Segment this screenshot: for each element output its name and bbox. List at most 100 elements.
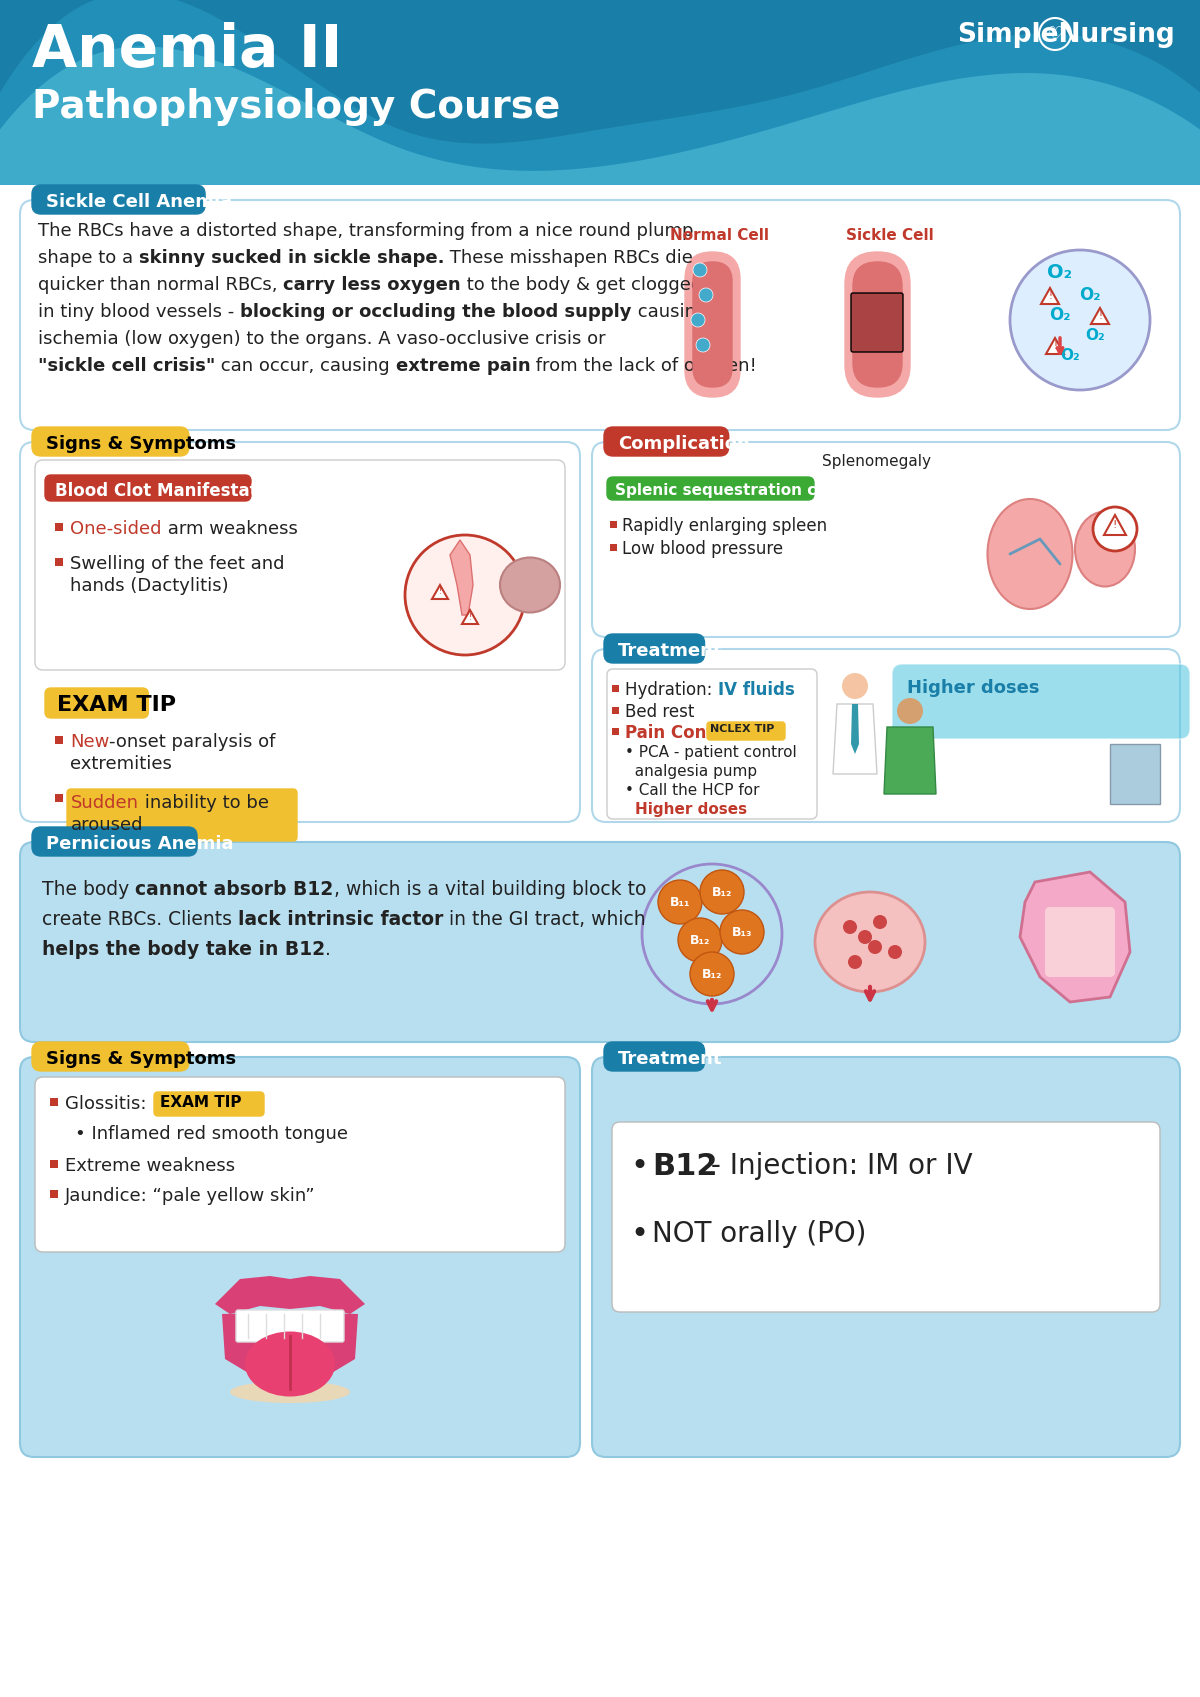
FancyBboxPatch shape [604,1042,704,1071]
Text: B₁₂: B₁₂ [712,886,732,898]
Ellipse shape [245,1332,335,1397]
Ellipse shape [230,1381,350,1403]
FancyBboxPatch shape [35,460,565,670]
Text: - Injection: IM or IV: - Injection: IM or IV [702,1152,973,1179]
FancyBboxPatch shape [1045,906,1115,977]
FancyBboxPatch shape [20,1057,580,1458]
Text: Splenomegaly: Splenomegaly [822,455,931,468]
Polygon shape [462,609,478,624]
FancyBboxPatch shape [694,261,732,387]
Polygon shape [432,585,448,599]
Ellipse shape [988,499,1073,609]
FancyBboxPatch shape [32,428,188,456]
Text: helps the body take in B12: helps the body take in B12 [42,940,325,959]
Bar [50,1190,58,1198]
Text: O₂: O₂ [1048,263,1073,282]
Bar [55,794,64,803]
Polygon shape [851,704,859,753]
FancyBboxPatch shape [32,826,197,855]
Text: blocking or occluding the blood supply: blocking or occluding the blood supply [240,304,631,321]
Bar [50,1161,58,1168]
Bar [612,686,619,692]
Text: One-sided: One-sided [70,519,162,538]
Polygon shape [222,1312,358,1380]
Text: NOT orally (PO): NOT orally (PO) [652,1220,866,1247]
FancyBboxPatch shape [851,294,904,351]
Text: B₁₂: B₁₂ [702,967,722,981]
Text: Treatment: Treatment [618,1050,722,1067]
Text: !: ! [1054,341,1057,351]
Text: The RBCs have a distorted shape, transforming from a nice round plump: The RBCs have a distorted shape, transfo… [38,222,694,239]
Text: New: New [70,733,109,752]
Text: create RBCs. Clients: create RBCs. Clients [42,910,238,928]
Circle shape [848,955,862,969]
Text: Jaundice: “pale yellow skin”: Jaundice: “pale yellow skin” [65,1186,316,1205]
Text: to the body & get clogged: to the body & get clogged [461,277,702,294]
FancyBboxPatch shape [592,1057,1180,1458]
Polygon shape [450,540,473,614]
Text: O₂: O₂ [1049,305,1070,324]
Circle shape [700,871,744,915]
Text: •: • [630,1152,648,1181]
Text: Treatment: Treatment [618,641,722,660]
Text: Low blood pressure: Low blood pressure [622,540,784,558]
FancyBboxPatch shape [607,669,817,820]
FancyBboxPatch shape [32,1042,188,1071]
FancyBboxPatch shape [845,251,910,397]
Text: !: ! [1048,290,1052,300]
FancyBboxPatch shape [612,1122,1160,1312]
FancyBboxPatch shape [236,1310,344,1342]
FancyBboxPatch shape [604,428,728,456]
Text: hands (Dactylitis): hands (Dactylitis) [70,577,229,596]
Text: !: ! [1098,311,1102,321]
Text: analgesia pump: analgesia pump [625,764,757,779]
Text: ischemia (low oxygen) to the organs. A vaso-occlusive crisis or: ischemia (low oxygen) to the organs. A v… [38,329,606,348]
Text: B₁₃: B₁₃ [732,925,752,938]
Polygon shape [1091,307,1109,324]
Circle shape [868,940,882,954]
Text: -onset paralysis of: -onset paralysis of [109,733,276,752]
Text: causing: causing [631,304,707,321]
Text: "sickle cell crisis": "sickle cell crisis" [38,356,215,375]
Bar [55,523,64,531]
Text: Sickle Cell Anemia: Sickle Cell Anemia [46,193,232,210]
Bar [0,0,1200,185]
Circle shape [698,288,713,302]
Circle shape [720,910,764,954]
Text: •: • [630,1220,648,1249]
FancyBboxPatch shape [892,664,1190,738]
Text: extremities: extremities [70,755,172,774]
Circle shape [694,263,707,277]
Circle shape [690,952,734,996]
Text: Glossitis:: Glossitis: [65,1095,158,1113]
FancyBboxPatch shape [607,477,814,501]
Text: carry less oxygen: carry less oxygen [283,277,461,294]
Circle shape [678,918,722,962]
Text: B₁₁: B₁₁ [670,896,690,908]
FancyBboxPatch shape [35,1078,565,1252]
Text: ♡: ♡ [1046,24,1063,44]
Text: from the lack of oxygen!: from the lack of oxygen! [530,356,757,375]
Text: Pain Control: Pain Control [625,725,745,742]
Text: extreme pain: extreme pain [396,356,530,375]
Text: Complication: Complication [618,434,750,453]
Text: Rapidly enlarging spleen: Rapidly enlarging spleen [622,518,827,535]
Text: Signs & Symptoms: Signs & Symptoms [46,434,236,453]
Text: !: ! [1112,519,1117,529]
Text: Bed rest: Bed rest [625,703,695,721]
Text: Signs & Symptoms: Signs & Symptoms [46,1050,236,1067]
Text: shape to a: shape to a [38,249,139,266]
Bar [50,1098,58,1106]
FancyBboxPatch shape [20,441,580,821]
Text: Hydration:: Hydration: [625,680,718,699]
Text: B₁₂: B₁₂ [690,933,710,947]
Text: EXAM TIP: EXAM TIP [58,696,176,714]
FancyBboxPatch shape [20,842,1180,1042]
Circle shape [842,674,868,699]
Circle shape [691,312,706,328]
Text: arm weakness: arm weakness [162,519,298,538]
FancyBboxPatch shape [154,1091,264,1117]
Polygon shape [0,46,1200,185]
Text: Higher doses: Higher doses [907,679,1039,697]
Text: Blood Clot Manifestations: Blood Clot Manifestations [55,482,296,501]
